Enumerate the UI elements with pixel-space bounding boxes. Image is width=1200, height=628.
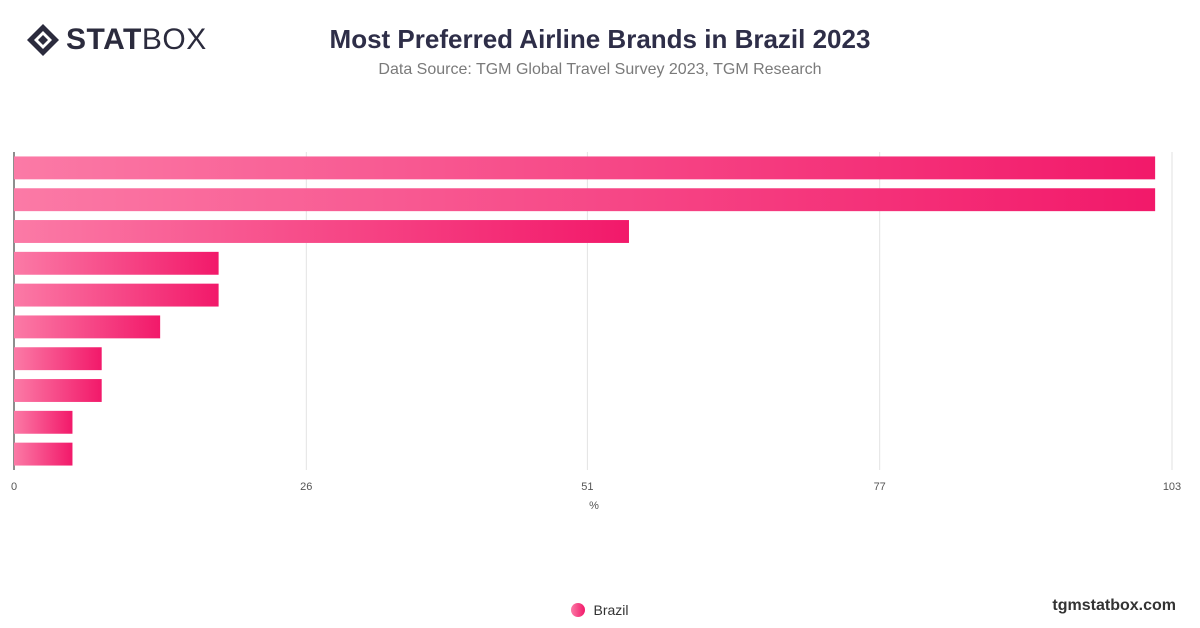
bar[interactable] <box>14 315 161 339</box>
diamond-logo-icon <box>27 24 59 56</box>
chart-title: Most Preferred Airline Brands in Brazil … <box>329 24 871 54</box>
bar[interactable] <box>14 220 629 243</box>
bar[interactable] <box>14 347 102 371</box>
bar[interactable] <box>14 156 1156 180</box>
bar[interactable] <box>14 442 73 466</box>
bar[interactable] <box>14 251 219 275</box>
bar-chart: 0 26 51 77 103 % <box>11 152 1181 512</box>
bar[interactable] <box>14 410 73 434</box>
x-tick-label: 103 <box>1163 481 1181 493</box>
statbox-logo: STATBOX <box>26 22 207 58</box>
x-tick-label: 26 <box>300 481 312 493</box>
legend-color-swatch <box>571 603 586 617</box>
logo-word-stat: STAT <box>66 23 142 56</box>
x-tick-label: 77 <box>874 481 886 493</box>
legend-label-brazil: Brazil <box>593 602 629 618</box>
logo-word-box: BOX <box>141 23 207 56</box>
bar[interactable] <box>14 188 1156 212</box>
legend[interactable]: Brazil <box>0 602 1200 618</box>
x-tick-label: 0 <box>11 481 17 493</box>
footer-site-label: tgmstatbox.com <box>1052 597 1176 614</box>
bar[interactable] <box>14 379 102 402</box>
x-axis-label: % <box>589 500 599 512</box>
chart-subtitle: Data Source: TGM Global Travel Survey 20… <box>378 61 822 78</box>
bar[interactable] <box>14 283 219 307</box>
x-tick-label: 51 <box>581 481 593 493</box>
logo-wordmark: STATBOX <box>66 22 207 58</box>
